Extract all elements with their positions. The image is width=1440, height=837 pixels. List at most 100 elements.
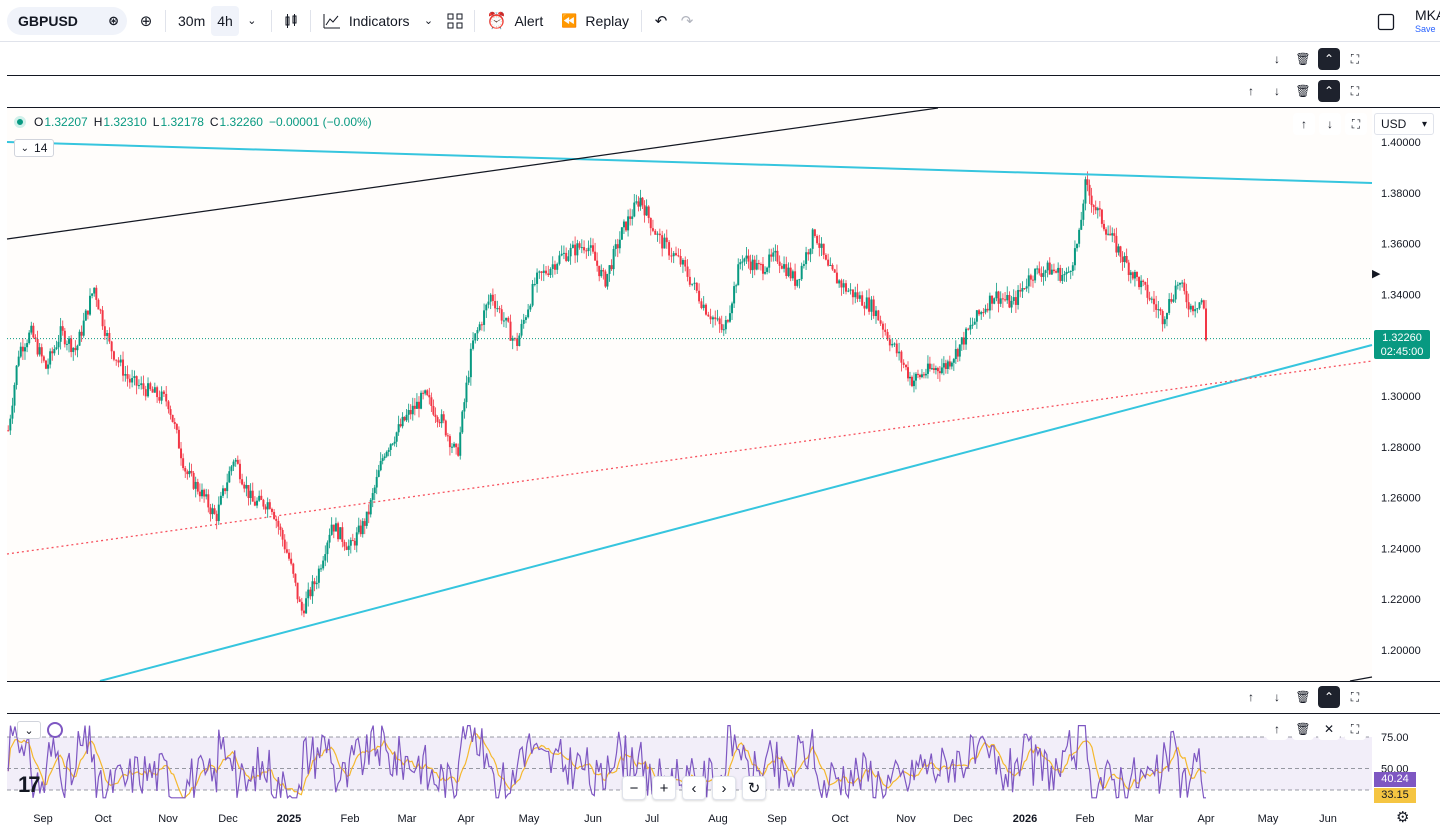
- maximize-pane-icon[interactable]: ⛶: [1344, 718, 1366, 740]
- fullscreen-square-icon[interactable]: [1373, 9, 1399, 35]
- delete-pane-icon[interactable]: 🗑: [1292, 686, 1314, 708]
- candle-body: [403, 416, 406, 421]
- candle-body: [385, 451, 388, 457]
- candle-body: [1113, 233, 1116, 236]
- candle-body: [1078, 229, 1081, 244]
- move-pane-up-icon[interactable]: ↑: [1240, 80, 1262, 102]
- indicators-button[interactable]: Indicators: [317, 6, 416, 36]
- candle-body: [273, 511, 276, 519]
- candle-body: [387, 449, 390, 452]
- indicators-dropdown-chevron-icon[interactable]: ⌄: [423, 15, 434, 27]
- candle-type-icon[interactable]: [278, 8, 304, 34]
- candle-body: [57, 341, 60, 348]
- candle-body: [474, 333, 477, 341]
- restore-pane-icon[interactable]: ✕: [1318, 718, 1340, 740]
- market-status-dot: [14, 116, 26, 128]
- bar-countdown: 02:45:00: [1380, 346, 1424, 358]
- channel-trendline[interactable]: [6, 108, 939, 240]
- zoom-in-icon[interactable]: +: [652, 776, 676, 800]
- candle-body: [11, 405, 14, 419]
- undo-icon[interactable]: ↶: [654, 12, 668, 30]
- price-chart[interactable]: 1.400001.380001.360001.340001.320001.300…: [0, 108, 1440, 681]
- price-tick-label: 1.40000: [1381, 137, 1421, 149]
- time-axis[interactable]: Sep Oct Nov Dec 2025 Feb Mar Apr May Jun Jul Aug Sep…: [0, 806, 1440, 836]
- move-pane-up-icon[interactable]: ↑: [1240, 686, 1262, 708]
- top-toolbar: GBPUSD ⊛ ⊕ 30m 4h ⌄ Indicators ⌄ ⏰ Alert…: [0, 0, 1440, 42]
- delete-pane-icon[interactable]: 🗑: [1292, 48, 1314, 70]
- timeframe-30m[interactable]: 30m: [172, 6, 211, 36]
- pane-divider[interactable]: [7, 107, 1440, 108]
- candle-body: [343, 541, 346, 547]
- resistance-trendline[interactable]: [6, 141, 1373, 184]
- reset-chart-icon[interactable]: ↻: [742, 776, 766, 800]
- scroll-left-icon[interactable]: ‹: [682, 776, 706, 800]
- timeframe-dropdown-chevron-icon[interactable]: ⌄: [247, 15, 257, 27]
- compare-icon[interactable]: ⊛: [108, 12, 119, 28]
- scroll-right-icon[interactable]: ›: [712, 776, 736, 800]
- channel-trendline-lower[interactable]: [1349, 676, 1373, 681]
- redo-icon[interactable]: ↷: [680, 12, 694, 30]
- move-pane-up-icon[interactable]: ↑: [1266, 718, 1288, 740]
- collapse-pane-icon[interactable]: ⌃: [1318, 686, 1340, 708]
- candle-body: [180, 448, 183, 459]
- candle-body: [302, 610, 305, 614]
- candle-body: [409, 410, 412, 415]
- candle-body: [693, 282, 696, 284]
- alert-button[interactable]: ⏰ Alert: [481, 6, 550, 36]
- refresh-circle-icon[interactable]: [47, 722, 63, 738]
- candle-body: [221, 488, 224, 496]
- candle-body: [82, 320, 85, 336]
- candle-body: [288, 552, 291, 559]
- candle-body: [620, 227, 623, 240]
- delete-pane-icon[interactable]: 🗑: [1292, 718, 1314, 740]
- maximize-pane-icon[interactable]: ⛶: [1345, 113, 1367, 135]
- chart-settings-gear-icon[interactable]: ⚙: [1396, 809, 1410, 826]
- replay-button[interactable]: ⏪ Replay: [555, 6, 635, 36]
- move-pane-down-icon[interactable]: ↓: [1266, 80, 1288, 102]
- delete-pane-icon[interactable]: 🗑: [1292, 80, 1314, 102]
- collapse-pane-icon[interactable]: ⌃: [1318, 80, 1340, 102]
- indicators-collapse-toggle[interactable]: ⌄ 14: [14, 139, 54, 157]
- candle-body: [84, 310, 87, 321]
- move-pane-down-icon[interactable]: ↓: [1266, 686, 1288, 708]
- timeframe-4h[interactable]: 4h: [211, 5, 239, 36]
- scroll-right-arrow-icon[interactable]: ▶: [1372, 268, 1381, 280]
- candle-body: [1144, 281, 1147, 285]
- candle-body: [353, 540, 356, 546]
- price-axis[interactable]: 1.400001.380001.360001.340001.320001.300…: [1381, 137, 1421, 657]
- candle-body: [1046, 262, 1049, 271]
- candle-body: [422, 392, 425, 394]
- chevron-down-icon[interactable]: ⌄: [17, 721, 41, 739]
- candle-body: [565, 252, 568, 261]
- candle-body: [705, 304, 708, 315]
- pane-divider[interactable]: [7, 713, 1440, 714]
- move-pane-up-icon[interactable]: ↑: [1293, 113, 1315, 135]
- candle-body: [1036, 268, 1039, 270]
- candle-body: [768, 254, 771, 268]
- maximize-pane-icon[interactable]: ⛶: [1344, 80, 1366, 102]
- move-pane-down-icon[interactable]: ↓: [1319, 113, 1341, 135]
- symbol-search[interactable]: GBPUSD ⊛: [7, 6, 127, 35]
- candle-body: [737, 264, 740, 286]
- candle-body: [249, 490, 252, 498]
- candle-body: [500, 309, 503, 321]
- user-menu[interactable]: MKA Save: [1415, 8, 1440, 36]
- move-pane-down-icon[interactable]: ↓: [1266, 48, 1288, 70]
- candle-body: [893, 343, 896, 345]
- support-trendline[interactable]: [99, 344, 1373, 681]
- candle-body: [827, 259, 830, 266]
- pane-divider[interactable]: [7, 75, 1440, 76]
- candle-body: [1140, 280, 1143, 288]
- currency-selector[interactable]: USD ▾: [1374, 113, 1434, 135]
- maximize-pane-icon[interactable]: ⛶: [1344, 686, 1366, 708]
- collapse-pane-icon[interactable]: ⌃: [1318, 48, 1340, 70]
- zoom-out-icon[interactable]: −: [622, 776, 646, 800]
- pane-divider[interactable]: [7, 681, 1440, 682]
- maximize-pane-icon[interactable]: ⛶: [1344, 48, 1366, 70]
- add-symbol-icon[interactable]: ⊕: [139, 12, 153, 30]
- candle-body: [527, 309, 530, 318]
- candle-body: [594, 251, 597, 261]
- candle-body: [1071, 265, 1074, 271]
- candle-body: [529, 305, 532, 310]
- layout-grid-icon[interactable]: [442, 8, 468, 34]
